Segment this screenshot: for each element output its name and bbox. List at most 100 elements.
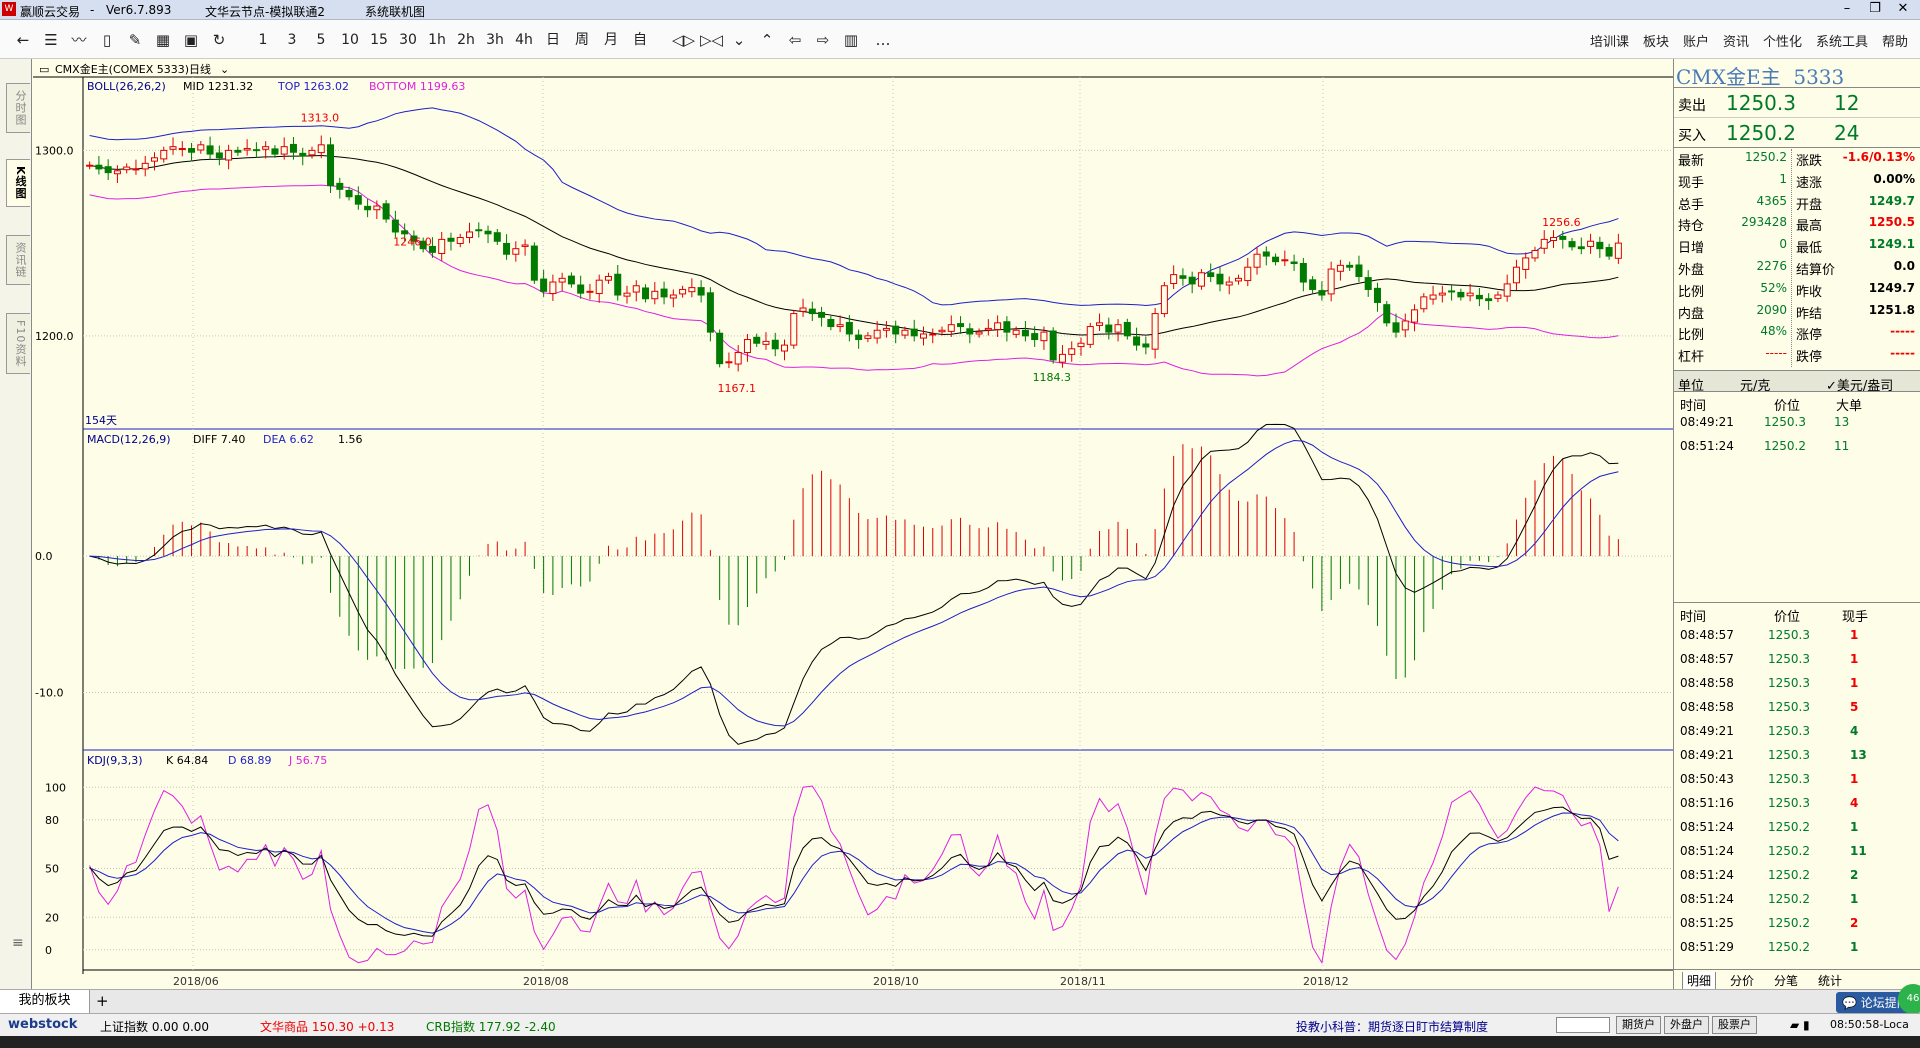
candle xyxy=(1160,285,1168,315)
period-button-0[interactable]: 1 xyxy=(258,32,268,48)
period-button-11[interactable]: 周 xyxy=(575,32,589,48)
search-input[interactable] xyxy=(1556,1017,1610,1033)
tab-timeshare[interactable]: 分时图 xyxy=(6,83,30,133)
quote-value: 293428 xyxy=(1741,215,1787,230)
save-icon[interactable]: ▣ xyxy=(183,31,199,49)
candle xyxy=(86,164,94,167)
candle xyxy=(484,230,492,235)
menu-item-2[interactable]: 账户 xyxy=(1683,35,1710,50)
candle-icon[interactable]: ▯ xyxy=(102,31,112,49)
chevron-up-icon[interactable]: ⌃ xyxy=(760,31,774,49)
candle xyxy=(1281,259,1289,262)
restore-icon[interactable]: ❐ xyxy=(1869,1,1881,16)
zoom-in-icon[interactable]: ◁▷ xyxy=(672,31,696,49)
detail-tab-3[interactable]: 统计 xyxy=(1818,974,1843,988)
candle xyxy=(373,205,381,211)
unit-yuan[interactable]: 元/克 xyxy=(1740,379,1771,394)
candle xyxy=(938,329,946,333)
candle xyxy=(1540,238,1548,249)
boll-mid-line xyxy=(89,154,1619,336)
menu-icon[interactable]: ≡ xyxy=(12,935,24,951)
draw-tool-icon[interactable]: ✎ xyxy=(128,31,142,49)
quote-value: ----- xyxy=(1890,346,1915,361)
calc-icon[interactable]: ▦ xyxy=(155,31,171,49)
chart-period[interactable]: 日线 xyxy=(189,62,211,76)
menu-item-3[interactable]: 资讯 xyxy=(1723,35,1750,50)
candle xyxy=(512,248,520,255)
candle xyxy=(743,339,751,354)
account-button-0[interactable]: 期货户 xyxy=(1616,1016,1661,1034)
buy-price[interactable]: 1250.2 xyxy=(1726,121,1796,145)
list-icon[interactable]: ☰ xyxy=(44,31,58,49)
tip-text[interactable]: 投教小科普：期货逐日盯市结算制度 xyxy=(1296,1020,1489,1034)
candle xyxy=(845,321,853,335)
refresh-icon[interactable]: ↻ xyxy=(212,31,226,49)
close-icon[interactable]: ✕ xyxy=(1897,1,1909,16)
menu-item-5[interactable]: 系统工具 xyxy=(1816,35,1869,50)
candle xyxy=(623,292,631,297)
zoom-out-icon[interactable]: ▷◁ xyxy=(700,31,724,49)
add-block-button[interactable]: + xyxy=(96,992,109,1010)
kdj-tick: 50 xyxy=(45,863,59,876)
kdj-label[interactable]: KDJ(9,3,3) xyxy=(87,754,143,767)
candle xyxy=(725,361,733,364)
detail-tab-0[interactable]: 明细 xyxy=(1682,972,1717,990)
index-1[interactable]: 文华商品 150.30 +0.13 xyxy=(260,1020,395,1034)
taskbar-strip xyxy=(0,1036,1920,1048)
menu-item-6[interactable]: 帮助 xyxy=(1882,35,1909,50)
chevron-down-icon[interactable]: ⌄ xyxy=(732,31,746,49)
arrow-right-icon[interactable]: ⇨ xyxy=(816,31,830,49)
period-button-13[interactable]: 自 xyxy=(633,32,647,48)
period-button-1[interactable]: 3 xyxy=(287,32,297,48)
candle xyxy=(1244,266,1252,282)
candle xyxy=(1290,261,1298,264)
forum-button[interactable]: 💬 论坛提问 xyxy=(1836,992,1915,1013)
minimize-icon[interactable]: – xyxy=(1843,1,1851,16)
more-button[interactable]: … xyxy=(875,31,891,49)
period-button-3[interactable]: 10 xyxy=(341,32,359,48)
my-block-tab[interactable]: 我的板块 xyxy=(0,990,90,1013)
line-chart-icon[interactable]: 〰 xyxy=(71,31,87,49)
period-button-8[interactable]: 3h xyxy=(486,32,504,48)
period-button-9[interactable]: 4h xyxy=(515,32,533,48)
sell-price[interactable]: 1250.3 xyxy=(1726,91,1796,115)
tab-f10[interactable]: F10资料 xyxy=(6,313,30,375)
menu-item-4[interactable]: 个性化 xyxy=(1763,35,1803,50)
candle xyxy=(1142,343,1150,348)
tick-price: 1250.2 xyxy=(1768,820,1810,834)
period-button-7[interactable]: 2h xyxy=(457,32,475,48)
tab-news[interactable]: 资讯链 xyxy=(6,235,30,285)
back-icon[interactable]: ← xyxy=(16,31,30,49)
period-button-12[interactable]: 月 xyxy=(604,32,618,48)
unit-usd[interactable]: ✓美元/盎司 xyxy=(1826,379,1894,394)
account-button-1[interactable]: 外盘户 xyxy=(1664,1016,1709,1034)
menu-item-1[interactable]: 板块 xyxy=(1643,35,1670,50)
tab-kline[interactable]: K线图 xyxy=(6,159,30,207)
tick-vol: 4 xyxy=(1850,796,1859,810)
macd-label[interactable]: MACD(12,26,9) xyxy=(87,433,171,446)
layout-icon[interactable]: ▥ xyxy=(843,31,859,49)
period-button-5[interactable]: 30 xyxy=(399,32,417,48)
detail-tab-1[interactable]: 分价 xyxy=(1730,974,1755,988)
candle xyxy=(447,237,455,242)
candle xyxy=(1123,321,1131,337)
chart-area[interactable]: ▭ CMX金E主(COMEX 5333) 日线 ⌄ 1200.0 1300.0 20… xyxy=(33,59,1673,989)
detail-tab-2[interactable]: 分笔 xyxy=(1774,974,1799,988)
period-button-10[interactable]: 日 xyxy=(546,32,560,48)
badge-icon[interactable]: 46 xyxy=(1898,984,1920,1014)
period-button-2[interactable]: 5 xyxy=(316,32,326,48)
index-0[interactable]: 上证指数 0.00 0.00 xyxy=(100,1020,210,1034)
kdj-tick: 100 xyxy=(45,781,66,794)
quote-label: 比例 xyxy=(1678,328,1705,344)
arrow-left-icon[interactable]: ⇦ xyxy=(788,31,802,49)
menu-item-0[interactable]: 培训课 xyxy=(1590,35,1630,50)
quote-label: 涨停 xyxy=(1796,328,1823,344)
account-button-2[interactable]: 股票户 xyxy=(1712,1016,1757,1034)
boll-label[interactable]: BOLL(26,26,2) xyxy=(87,80,166,93)
quote-label: 最新 xyxy=(1678,154,1705,169)
period-button-4[interactable]: 15 xyxy=(370,32,388,48)
period-button-6[interactable]: 1h xyxy=(428,32,446,48)
index-2[interactable]: CRB指数 177.92 -2.40 xyxy=(426,1020,556,1034)
big-header: 大单 xyxy=(1836,399,1863,414)
tick-price: 1250.2 xyxy=(1768,844,1810,858)
